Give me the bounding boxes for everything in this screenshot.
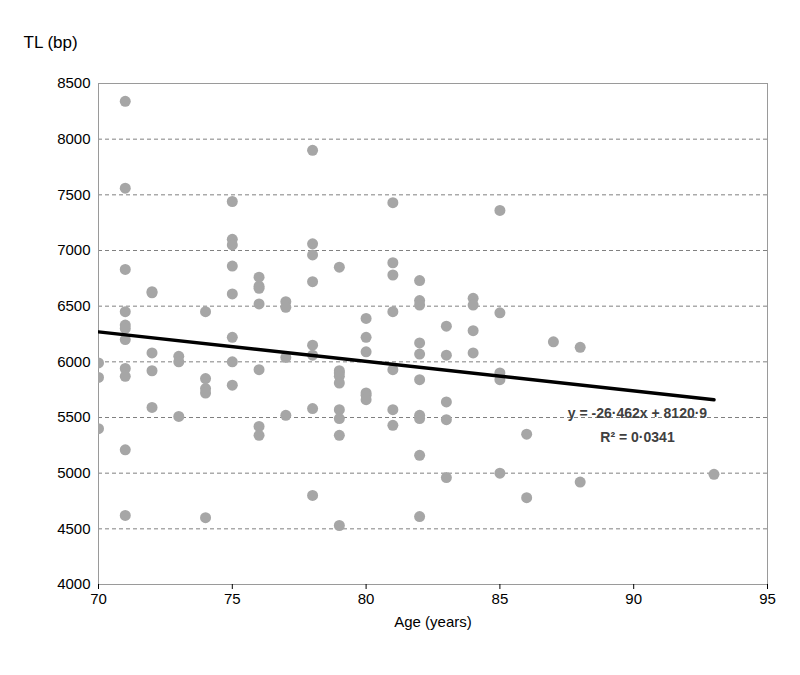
- svg-text:7500: 7500: [57, 186, 90, 203]
- svg-text:5500: 5500: [57, 408, 90, 425]
- svg-text:6500: 6500: [57, 297, 90, 314]
- svg-text:75: 75: [224, 590, 241, 607]
- svg-text:8000: 8000: [57, 130, 90, 147]
- svg-text:4500: 4500: [57, 520, 90, 537]
- svg-text:Age (years): Age (years): [394, 613, 472, 630]
- svg-text:5000: 5000: [57, 464, 90, 481]
- svg-text:4000: 4000: [57, 575, 90, 592]
- svg-text:y = -26·462x + 8120·9: y = -26·462x + 8120·9: [568, 405, 708, 421]
- svg-text:8500: 8500: [57, 74, 90, 91]
- svg-text:R² = 0·0341: R² = 0·0341: [600, 429, 675, 445]
- svg-text:80: 80: [358, 590, 375, 607]
- svg-text:70: 70: [90, 590, 107, 607]
- svg-text:TL (bp): TL (bp): [24, 33, 78, 52]
- svg-text:7000: 7000: [57, 241, 90, 258]
- svg-text:85: 85: [492, 590, 509, 607]
- svg-text:95: 95: [759, 590, 776, 607]
- svg-text:6000: 6000: [57, 353, 90, 370]
- svg-text:90: 90: [625, 590, 642, 607]
